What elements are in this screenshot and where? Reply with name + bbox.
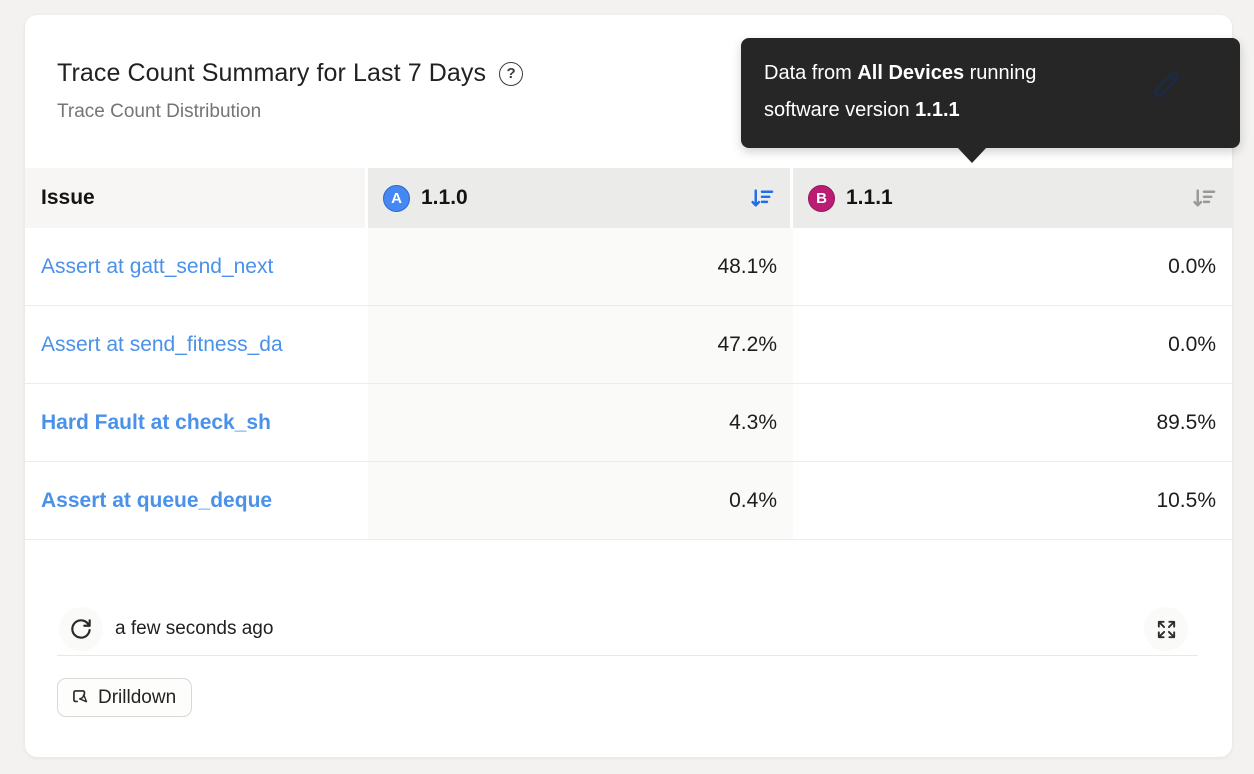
edit-filter-button[interactable] — [1150, 66, 1186, 102]
version-a-label: 1.1.0 — [421, 186, 468, 209]
issue-link[interactable]: Hard Fault at check_sh — [41, 410, 271, 434]
version-b-label: 1.1.1 — [846, 186, 893, 209]
widget-title: Trace Count Summary for Last 7 Days — [57, 59, 487, 87]
table-row: Assert at gatt_send_next 48.1% 0.0% — [25, 228, 1232, 306]
expand-button[interactable] — [1144, 607, 1188, 651]
widget-subtitle: Trace Count Distribution — [57, 101, 262, 122]
value-a: 48.1% — [368, 228, 793, 305]
value-b: 0.0% — [793, 306, 1232, 383]
table-row: Assert at send_fitness_da 47.2% 0.0% — [25, 306, 1232, 384]
maximize-icon — [1157, 620, 1175, 638]
table-row: Hard Fault at check_sh 4.3% 89.5% — [25, 384, 1232, 462]
value-a: 47.2% — [368, 306, 793, 383]
issue-link[interactable]: Assert at gatt_send_next — [41, 254, 274, 278]
reload-icon — [71, 619, 91, 639]
value-a: 0.4% — [368, 462, 793, 539]
sort-descending-icon-inactive[interactable] — [1190, 184, 1218, 212]
widget-footer: a few seconds ago — [59, 606, 1188, 652]
column-header-version-a: A 1.1.0 — [368, 168, 793, 228]
value-b: 0.0% — [793, 228, 1232, 305]
tooltip-line-2: software version 1.1.1 — [764, 99, 960, 121]
pencil-icon — [1154, 72, 1179, 97]
trace-count-table: Issue A 1.1.0 B 1.1.1 — [25, 168, 1232, 540]
version-a-badge: A — [383, 184, 410, 212]
table-header-row: Issue A 1.1.0 B 1.1.1 — [25, 168, 1232, 228]
issue-link[interactable]: Assert at send_fitness_da — [41, 332, 283, 356]
drilldown-cursor-icon — [73, 690, 88, 703]
drilldown-label: Drilldown — [98, 686, 177, 708]
filter-tooltip: Data from All Devices running software v… — [741, 38, 1240, 163]
drilldown-button[interactable]: Drilldown — [57, 678, 193, 717]
table-row: Assert at queue_deque 0.4% 10.5% — [25, 462, 1232, 540]
value-a: 4.3% — [368, 384, 793, 461]
tooltip-caret — [957, 147, 987, 163]
sort-descending-icon-active[interactable] — [748, 184, 776, 212]
refresh-button[interactable] — [59, 607, 103, 651]
value-b: 89.5% — [793, 384, 1232, 461]
issue-link[interactable]: Assert at queue_deque — [41, 488, 273, 512]
value-b: 10.5% — [793, 462, 1232, 539]
tooltip-line-1: Data from All Devices running — [764, 62, 1037, 84]
help-icon[interactable]: ? — [499, 61, 524, 86]
footer-divider — [57, 655, 1198, 656]
column-header-issue: Issue — [25, 168, 368, 228]
last-refreshed-label: a few seconds ago — [115, 618, 274, 639]
column-header-version-b: B 1.1.1 — [793, 168, 1232, 228]
version-b-badge: B — [808, 184, 835, 212]
